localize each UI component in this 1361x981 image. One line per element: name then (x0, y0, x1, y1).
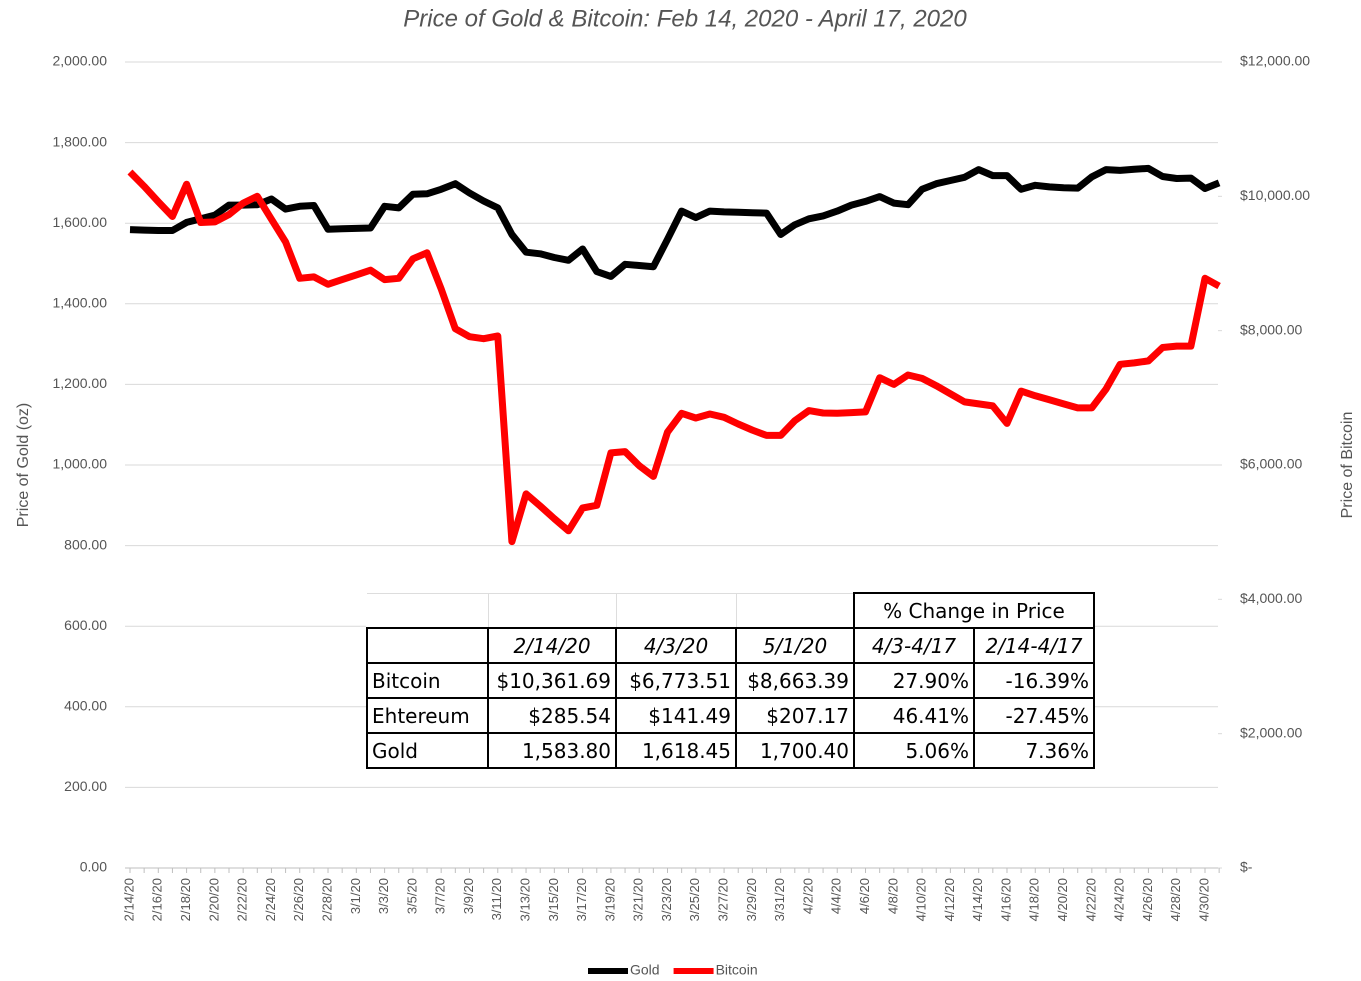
table-cell: $207.17 (735, 697, 855, 734)
series-line (129, 164, 1221, 280)
x-tick-label: 4/26/20 (1140, 878, 1155, 921)
x-tick-label: 4/18/20 (1027, 878, 1042, 921)
x-tick-label: 4/8/20 (885, 878, 900, 914)
table-cell: 2/14/20 (487, 627, 617, 664)
legend-label: Bitcoin (716, 962, 758, 978)
x-tick-label: 3/1/20 (348, 878, 363, 914)
table-cell: 1,583.80 (487, 732, 617, 769)
table-cell: 27.90% (853, 662, 975, 699)
y2-tick-label: $- (1240, 859, 1253, 875)
table-cell: 1,618.45 (615, 732, 737, 769)
x-tick-label: 4/28/20 (1168, 878, 1183, 921)
x-tick-label: 3/23/20 (659, 878, 674, 921)
chart-title: Price of Gold & Bitcoin: Feb 14, 2020 - … (403, 5, 967, 32)
x-tick-label: 3/27/20 (716, 878, 731, 921)
x-tick-label: 3/9/20 (461, 878, 476, 914)
y2-tick-label: $12,000.00 (1240, 53, 1310, 69)
y-tick-label: 1,800.00 (53, 133, 108, 149)
x-tick-label: 2/26/20 (291, 878, 306, 921)
x-tick-label: 3/31/20 (772, 878, 787, 921)
table-cell (367, 592, 489, 629)
table-cell: -16.39% (973, 662, 1095, 699)
x-tick-label: 3/13/20 (517, 878, 532, 921)
table-cell (616, 592, 737, 629)
x-tick-label: 4/14/20 (970, 878, 985, 921)
x-tick-label: 4/24/20 (1112, 878, 1127, 921)
x-tick-label: 4/6/20 (857, 878, 872, 914)
table-blank (366, 627, 489, 664)
x-tick-label: 3/3/20 (376, 878, 391, 914)
table-cell: $141.49 (615, 697, 737, 734)
table-cell: $10,361.69 (487, 662, 617, 699)
table-group-header: % Change in Price (853, 592, 1095, 629)
x-tick-label: 4/20/20 (1055, 878, 1070, 921)
x-tick-label: 3/7/20 (433, 878, 448, 914)
y-tick-label: 800.00 (64, 536, 107, 552)
y2-tick-label: $4,000.00 (1240, 590, 1302, 606)
table-cell: 5/1/20 (735, 627, 855, 664)
table-cell: 1,700.40 (735, 732, 855, 769)
x-tick-label: 3/11/20 (489, 878, 504, 920)
x-tick-label: 2/20/20 (206, 878, 221, 921)
table-cell: Bitcoin (366, 662, 489, 699)
y-tick-label: 1,000.00 (53, 456, 108, 472)
y-tick-label: 1,600.00 (53, 214, 108, 230)
summary-table: % Change in Price 2/14/20 4/3/20 5/1/20 4/3… (366, 592, 1095, 769)
y2-tick-label: $10,000.00 (1240, 187, 1310, 203)
x-tick-label: 4/12/20 (942, 878, 957, 921)
table-cell (488, 592, 617, 629)
x-tick-label: 3/25/20 (687, 878, 702, 921)
y2-axis-title: Price of Bitcoin (1339, 412, 1356, 519)
x-tick-label: 2/16/20 (150, 878, 165, 921)
x-tick-label: 3/21/20 (631, 878, 646, 921)
table-cell: $285.54 (487, 697, 617, 734)
x-tick-label: 2/14/20 (121, 878, 136, 921)
x-tick-label: 3/15/20 (546, 878, 561, 921)
table-cell: 46.41% (853, 697, 975, 734)
x-tick-label: 3/17/20 (574, 878, 589, 921)
y-tick-label: 600.00 (64, 617, 107, 633)
table-cell: -27.45% (973, 697, 1095, 734)
x-tick-label: 2/24/20 (263, 878, 278, 921)
y-tick-label: 400.00 (64, 698, 107, 714)
table-cell: Ehtereum (366, 697, 489, 734)
table-cell: $6,773.51 (615, 662, 737, 699)
x-tick-label: 4/2/20 (800, 878, 815, 914)
y-tick-label: 1,400.00 (53, 295, 108, 311)
x-tick-label: 2/18/20 (178, 878, 193, 921)
table-cell: 7.36% (973, 732, 1095, 769)
x-tick-label: 4/30/20 (1196, 878, 1211, 921)
x-tick-label: 2/22/20 (235, 878, 250, 921)
y-axis-title: Price of Gold (oz) (15, 403, 32, 527)
table-cell (736, 592, 855, 629)
y-tick-label: 200.00 (64, 778, 107, 794)
y-tick-label: 0.00 (80, 859, 107, 875)
legend-label: Gold (630, 962, 660, 978)
table-cell: Gold (366, 732, 489, 769)
x-tick-label: 4/4/20 (829, 878, 844, 914)
table-cell: 4/3/20 (615, 627, 737, 664)
table-cell: $8,663.39 (735, 662, 855, 699)
y2-tick-label: $2,000.00 (1240, 724, 1302, 740)
table-cell: 2/14-4/17 (973, 627, 1095, 664)
y-tick-label: 1,200.00 (53, 375, 108, 391)
x-tick-label: 3/5/20 (404, 878, 419, 914)
series-line (127, 169, 1221, 546)
x-tick-label: 4/16/20 (998, 878, 1013, 921)
y-tick-label: 2,000.00 (53, 53, 108, 69)
x-tick-label: 3/29/20 (744, 878, 759, 921)
x-tick-label: 3/19/20 (602, 878, 617, 921)
x-tick-label: 4/10/20 (914, 878, 929, 921)
y2-tick-label: $6,000.00 (1240, 456, 1302, 472)
table-cell: 5.06% (853, 732, 975, 769)
x-tick-label: 4/22/20 (1083, 878, 1098, 921)
table-cell: 4/3-4/17 (853, 627, 975, 664)
y2-tick-label: $8,000.00 (1240, 321, 1302, 337)
x-tick-label: 2/28/20 (319, 878, 334, 921)
